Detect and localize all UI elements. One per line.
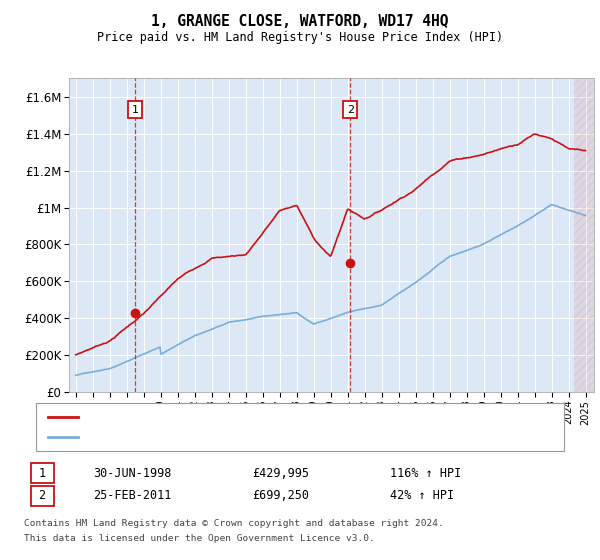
Text: 2: 2 (38, 489, 46, 502)
Text: £429,995: £429,995 (252, 466, 309, 480)
Text: 42% ↑ HPI: 42% ↑ HPI (390, 489, 454, 502)
Text: 30-JUN-1998: 30-JUN-1998 (93, 466, 172, 480)
Text: 25-FEB-2011: 25-FEB-2011 (93, 489, 172, 502)
Text: HPI: Average price, detached house, Watford: HPI: Average price, detached house, Watf… (84, 432, 364, 442)
Text: £699,250: £699,250 (252, 489, 309, 502)
Bar (574, 78, 594, 392)
Text: 1, GRANGE CLOSE, WATFORD, WD17 4HQ (detached house): 1, GRANGE CLOSE, WATFORD, WD17 4HQ (deta… (84, 412, 415, 422)
Text: 116% ↑ HPI: 116% ↑ HPI (390, 466, 461, 480)
Text: Price paid vs. HM Land Registry's House Price Index (HPI): Price paid vs. HM Land Registry's House … (97, 31, 503, 44)
Text: 1, GRANGE CLOSE, WATFORD, WD17 4HQ: 1, GRANGE CLOSE, WATFORD, WD17 4HQ (151, 14, 449, 29)
Text: 1: 1 (132, 105, 139, 115)
Text: 1: 1 (38, 466, 46, 480)
Text: Contains HM Land Registry data © Crown copyright and database right 2024.: Contains HM Land Registry data © Crown c… (24, 519, 444, 528)
Text: 2: 2 (347, 105, 354, 115)
Text: This data is licensed under the Open Government Licence v3.0.: This data is licensed under the Open Gov… (24, 534, 375, 543)
